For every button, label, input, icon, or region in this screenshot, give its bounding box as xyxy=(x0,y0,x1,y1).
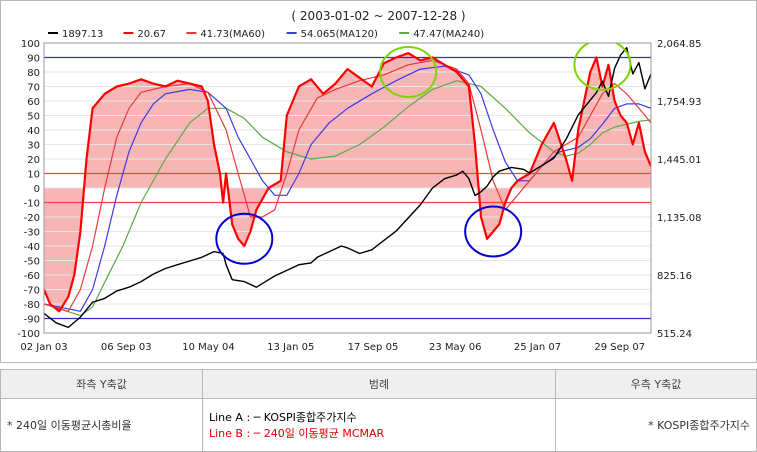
legend-label: 1897.13 xyxy=(62,29,103,40)
left-axis-header: 좌측 Y축값 xyxy=(0,369,203,399)
right-axis-value: * KOSPI종합주가지수 xyxy=(555,398,757,452)
left-tick-label: 70 xyxy=(27,83,40,94)
legend-header: 범례 xyxy=(202,369,556,399)
left-tick-label: -100 xyxy=(17,329,40,340)
legend-lines: Line A : ─ KOSPI종합주가지수 Line B : ─ 240일 이… xyxy=(202,398,556,452)
left-tick-label: -90 xyxy=(24,315,40,326)
left-tick-label: 40 xyxy=(27,126,40,137)
left-tick-label: 20 xyxy=(27,155,40,166)
chart-svg: 1009080706050403020100-10-20-30-40-50-60… xyxy=(17,29,702,353)
line-b-label: Line B : ─ 240일 이동평균 MCMAR xyxy=(209,427,385,440)
x-tick-label: 10 May 04 xyxy=(182,342,234,353)
line-a-label: Line A : ─ KOSPI종합주가지수 xyxy=(209,411,357,424)
left-tick-label: -80 xyxy=(24,300,40,311)
left-tick-label: -60 xyxy=(24,271,40,282)
right-tick-label: 1,135.08 xyxy=(657,213,702,224)
right-tick-label: 1,445.01 xyxy=(657,155,702,166)
left-tick-label: 30 xyxy=(27,141,40,152)
legend-table: 좌측 Y축값 범례 우측 Y축값 * 240일 이동평균시총비율 Line A … xyxy=(0,369,757,452)
left-tick-label: -70 xyxy=(24,286,40,297)
plot-border xyxy=(43,42,652,334)
left-tick-label: 50 xyxy=(27,112,40,123)
x-tick-label: 17 Sep 05 xyxy=(348,342,399,353)
left-tick-label: 90 xyxy=(27,54,40,65)
legend-label: 41.73(MA60) xyxy=(200,29,265,40)
series-line xyxy=(44,52,651,313)
annotation-circle xyxy=(215,212,274,265)
left-tick-label: 0 xyxy=(34,184,40,195)
left-tick-label: 10 xyxy=(27,170,40,181)
left-tick-label: -10 xyxy=(24,199,40,210)
left-tick-label: 100 xyxy=(21,39,40,50)
ratio-area xyxy=(44,53,651,312)
right-axis-header: 우측 Y축값 xyxy=(555,369,757,399)
left-axis-value: * 240일 이동평균시총비율 xyxy=(0,398,203,452)
annotation-circle xyxy=(573,43,632,91)
annotation-circle xyxy=(379,46,438,98)
series-line xyxy=(44,80,651,317)
right-tick-label: 825.16 xyxy=(657,271,692,282)
x-tick-label: 06 Sep 03 xyxy=(101,342,152,353)
series-line xyxy=(44,47,651,329)
left-tick-label: 60 xyxy=(27,97,40,108)
left-tick-label: -50 xyxy=(24,257,40,268)
x-tick-label: 02 Jan 03 xyxy=(20,342,67,353)
x-tick-label: 13 Jan 05 xyxy=(267,342,314,353)
x-tick-label: 25 Jan 07 xyxy=(514,342,561,353)
right-tick-label: 2,064.85 xyxy=(657,39,702,50)
legend-label: 47.47(MA240) xyxy=(413,29,484,40)
series-line xyxy=(44,65,651,312)
left-tick-label: 80 xyxy=(27,68,40,79)
left-tick-label: -40 xyxy=(24,242,40,253)
legend-label: 54.065(MA120) xyxy=(301,29,378,40)
x-tick-label: 23 May 06 xyxy=(429,342,481,353)
left-tick-label: -30 xyxy=(24,228,40,239)
chart-title: ( 2003-01-02 ~ 2007-12-28 ) xyxy=(291,9,466,23)
series-line xyxy=(44,59,651,312)
x-tick-label: 29 Sep 07 xyxy=(594,342,645,353)
legend-label: 20.67 xyxy=(137,29,166,40)
right-tick-label: 1,754.93 xyxy=(657,97,702,108)
left-tick-label: -20 xyxy=(24,213,40,224)
annotation-circle xyxy=(464,205,523,258)
right-tick-label: 515.24 xyxy=(657,329,692,340)
